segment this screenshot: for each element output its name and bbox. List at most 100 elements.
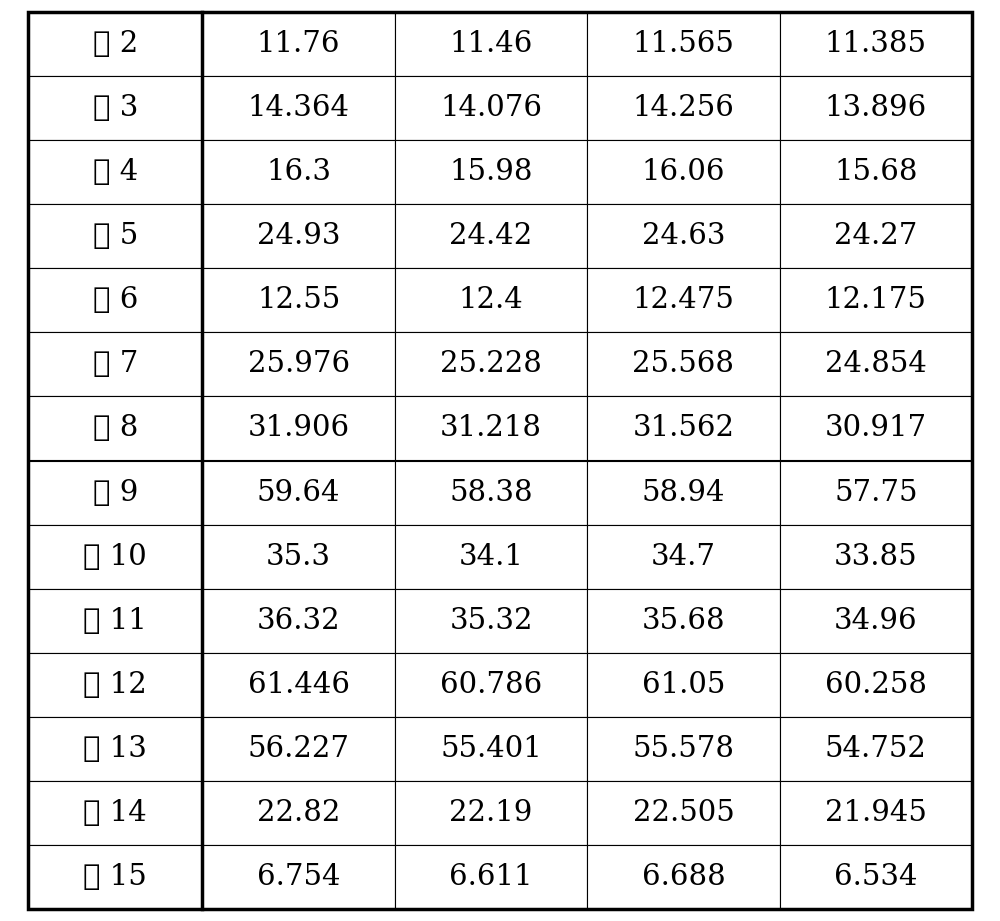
Bar bbox=[28, 76, 202, 140]
Bar bbox=[28, 12, 202, 76]
Text: 58.38: 58.38 bbox=[449, 479, 533, 507]
Text: 例 13: 例 13 bbox=[83, 735, 147, 763]
Text: 24.854: 24.854 bbox=[825, 350, 927, 379]
Text: 31.906: 31.906 bbox=[248, 414, 350, 442]
Bar bbox=[28, 332, 202, 396]
Bar bbox=[780, 76, 972, 140]
Text: 31.218: 31.218 bbox=[440, 414, 542, 442]
Bar bbox=[202, 653, 395, 717]
Text: 例 12: 例 12 bbox=[83, 670, 147, 699]
Text: 6.754: 6.754 bbox=[257, 863, 340, 891]
Text: 16.06: 16.06 bbox=[642, 158, 725, 186]
Text: 31.562: 31.562 bbox=[632, 414, 734, 442]
Text: 例 5: 例 5 bbox=[93, 222, 138, 251]
Bar bbox=[395, 460, 587, 525]
Bar bbox=[587, 12, 780, 76]
Text: 例 2: 例 2 bbox=[93, 30, 138, 58]
Bar bbox=[395, 12, 587, 76]
Bar bbox=[587, 204, 780, 268]
Bar bbox=[587, 845, 780, 909]
Text: 14.076: 14.076 bbox=[440, 94, 542, 122]
Text: 11.385: 11.385 bbox=[825, 30, 927, 58]
Bar bbox=[202, 140, 395, 204]
Bar bbox=[202, 204, 395, 268]
Text: 21.945: 21.945 bbox=[825, 799, 927, 827]
Bar bbox=[587, 332, 780, 396]
Bar bbox=[202, 460, 395, 525]
Bar bbox=[587, 653, 780, 717]
Text: 例 10: 例 10 bbox=[83, 542, 147, 571]
Text: 25.976: 25.976 bbox=[248, 350, 350, 379]
Text: 例 7: 例 7 bbox=[93, 350, 138, 379]
Text: 55.401: 55.401 bbox=[440, 735, 542, 763]
Text: 55.578: 55.578 bbox=[632, 735, 734, 763]
Text: 例 11: 例 11 bbox=[83, 607, 147, 635]
Bar bbox=[395, 781, 587, 845]
Text: 61.446: 61.446 bbox=[248, 670, 350, 699]
Text: 例 8: 例 8 bbox=[93, 414, 138, 442]
Bar bbox=[780, 589, 972, 653]
Text: 35.3: 35.3 bbox=[266, 542, 331, 571]
Bar bbox=[28, 525, 202, 589]
Bar bbox=[202, 396, 395, 460]
Text: 61.05: 61.05 bbox=[642, 670, 725, 699]
Text: 6.688: 6.688 bbox=[642, 863, 725, 891]
Text: 6.534: 6.534 bbox=[834, 863, 918, 891]
Bar bbox=[28, 589, 202, 653]
Bar bbox=[780, 204, 972, 268]
Text: 16.3: 16.3 bbox=[266, 158, 331, 186]
Bar bbox=[28, 781, 202, 845]
Text: 11.76: 11.76 bbox=[257, 30, 340, 58]
Text: 例 3: 例 3 bbox=[93, 94, 138, 122]
Bar bbox=[395, 76, 587, 140]
Text: 58.94: 58.94 bbox=[642, 479, 725, 507]
Bar bbox=[587, 460, 780, 525]
Bar bbox=[395, 204, 587, 268]
Text: 34.96: 34.96 bbox=[834, 607, 918, 635]
Bar bbox=[395, 396, 587, 460]
Text: 33.85: 33.85 bbox=[834, 542, 918, 571]
Bar bbox=[28, 460, 202, 525]
Text: 24.27: 24.27 bbox=[834, 222, 917, 251]
Text: 例 9: 例 9 bbox=[93, 479, 138, 507]
Text: 34.1: 34.1 bbox=[459, 542, 523, 571]
Bar bbox=[395, 845, 587, 909]
Text: 12.4: 12.4 bbox=[459, 286, 523, 314]
Bar bbox=[202, 781, 395, 845]
Bar bbox=[780, 332, 972, 396]
Text: 56.227: 56.227 bbox=[248, 735, 350, 763]
Text: 54.752: 54.752 bbox=[825, 735, 927, 763]
Text: 24.93: 24.93 bbox=[257, 222, 340, 251]
Bar bbox=[202, 717, 395, 781]
Bar bbox=[395, 140, 587, 204]
Bar bbox=[587, 268, 780, 332]
Bar bbox=[780, 653, 972, 717]
Text: 25.228: 25.228 bbox=[440, 350, 542, 379]
Text: 60.786: 60.786 bbox=[440, 670, 542, 699]
Text: 12.175: 12.175 bbox=[825, 286, 927, 314]
Bar bbox=[395, 268, 587, 332]
Bar bbox=[780, 460, 972, 525]
Bar bbox=[202, 589, 395, 653]
Bar bbox=[395, 525, 587, 589]
Bar bbox=[587, 589, 780, 653]
Text: 11.565: 11.565 bbox=[632, 30, 734, 58]
Text: 60.258: 60.258 bbox=[825, 670, 927, 699]
Bar bbox=[202, 12, 395, 76]
Text: 36.32: 36.32 bbox=[257, 607, 340, 635]
Text: 22.82: 22.82 bbox=[257, 799, 340, 827]
Text: 25.568: 25.568 bbox=[632, 350, 734, 379]
Text: 34.7: 34.7 bbox=[651, 542, 716, 571]
Bar bbox=[202, 76, 395, 140]
Bar bbox=[395, 717, 587, 781]
Text: 15.98: 15.98 bbox=[449, 158, 533, 186]
Bar bbox=[28, 268, 202, 332]
Bar bbox=[780, 717, 972, 781]
Text: 22.19: 22.19 bbox=[449, 799, 533, 827]
Bar bbox=[780, 525, 972, 589]
Bar bbox=[587, 525, 780, 589]
Text: 24.63: 24.63 bbox=[642, 222, 725, 251]
Bar bbox=[587, 76, 780, 140]
Bar bbox=[587, 717, 780, 781]
Bar bbox=[28, 140, 202, 204]
